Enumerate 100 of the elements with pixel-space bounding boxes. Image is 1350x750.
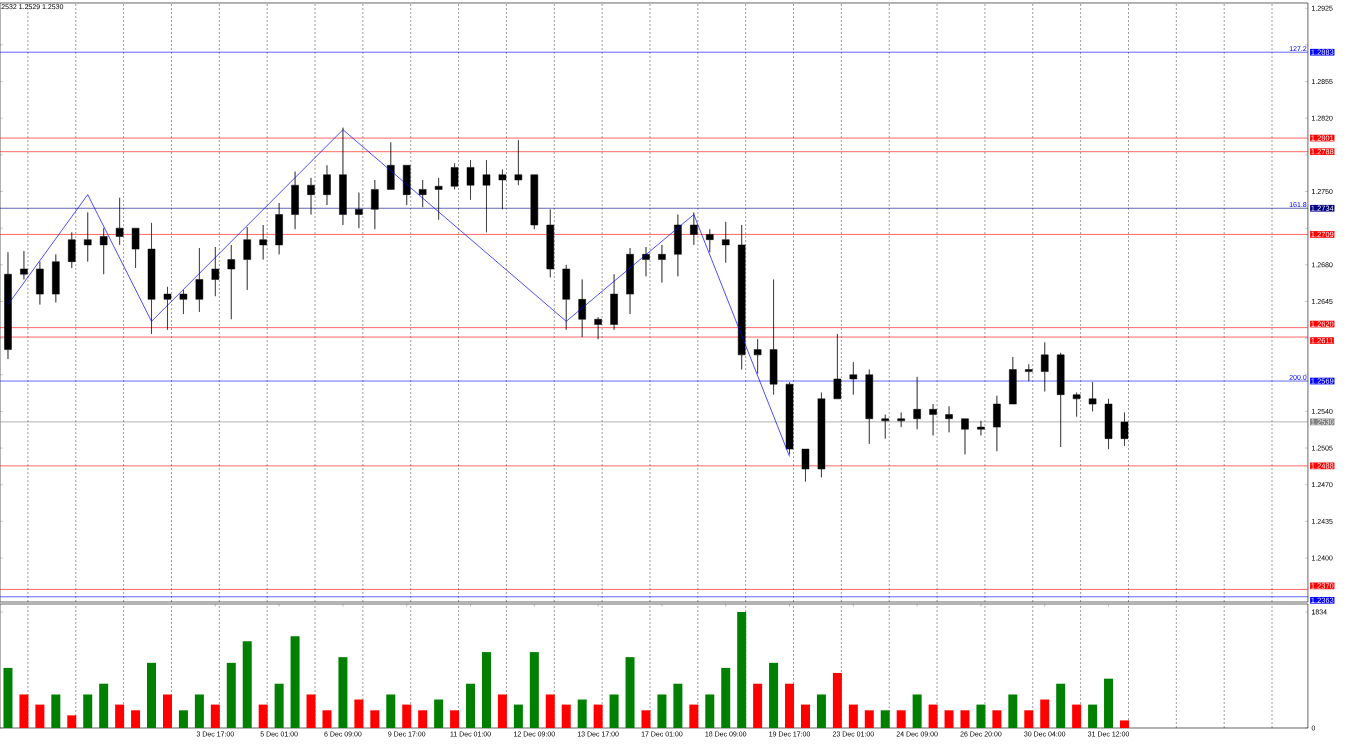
candlestick (769, 279, 778, 395)
candlestick (418, 179, 427, 208)
candlestick (466, 159, 475, 201)
candlestick (387, 142, 395, 190)
bar (1088, 704, 1098, 728)
bar (274, 683, 284, 728)
bar (545, 694, 555, 728)
candlestick (817, 392, 826, 478)
bar (721, 667, 731, 728)
bar (753, 683, 763, 728)
candlestick (626, 247, 634, 315)
candlestick (1088, 381, 1097, 412)
bar (178, 710, 188, 728)
candlestick (514, 139, 523, 186)
bar (1072, 704, 1082, 728)
candlestick (434, 177, 443, 221)
bar (561, 704, 571, 728)
bar (450, 710, 460, 728)
candlestick (52, 254, 60, 303)
candlestick (945, 405, 953, 433)
bar (800, 704, 810, 728)
candlestick (753, 338, 762, 374)
bar (1104, 678, 1114, 728)
candlestick (323, 165, 331, 206)
bar (625, 657, 635, 728)
bar (737, 611, 747, 728)
candlestick (371, 179, 379, 230)
candlestick (801, 448, 810, 482)
candlestick (993, 395, 1001, 452)
candlestick (690, 212, 698, 246)
candlestick (562, 264, 570, 330)
bar (162, 694, 172, 728)
candlestick (961, 418, 969, 455)
bar (896, 710, 906, 728)
bar (1040, 699, 1050, 728)
candlestick (578, 279, 586, 338)
bar (210, 704, 220, 728)
bar (513, 704, 523, 728)
candlestick (849, 361, 858, 395)
bar (322, 710, 332, 728)
bar (258, 704, 268, 728)
bar (529, 652, 539, 728)
bar (976, 704, 986, 728)
candlestick (865, 369, 874, 445)
candlestick (674, 214, 682, 277)
candlestick (1104, 398, 1113, 450)
bar (641, 710, 651, 728)
candlestick (4, 251, 12, 360)
candlestick (1009, 356, 1017, 405)
bar (705, 694, 715, 728)
candlestick (610, 273, 618, 330)
bar (147, 662, 157, 728)
candlestick (1040, 342, 1049, 392)
candlestick (913, 376, 921, 430)
bar (497, 694, 507, 728)
candlestick (1120, 412, 1129, 447)
candlestick (897, 412, 905, 428)
bar (466, 683, 476, 728)
bar (785, 683, 795, 728)
bar (3, 667, 13, 728)
candlestick (243, 226, 251, 291)
bar (577, 699, 587, 728)
candlestick (658, 244, 666, 283)
bar (864, 710, 874, 728)
bar (673, 683, 683, 728)
bar (51, 694, 61, 728)
bar (912, 694, 922, 728)
bar (242, 641, 252, 728)
candlestick (179, 289, 188, 315)
bar (1056, 683, 1066, 728)
bar (306, 694, 316, 728)
bar (657, 694, 667, 728)
bar (960, 710, 970, 728)
bar (370, 710, 380, 728)
bar (434, 699, 444, 728)
bar (354, 699, 364, 728)
bar (338, 657, 348, 728)
candlestick (147, 222, 156, 335)
bar (67, 715, 77, 728)
bar (992, 710, 1002, 728)
bar (35, 704, 45, 728)
bar (19, 694, 29, 728)
bar (1008, 694, 1018, 728)
candlestick (83, 212, 92, 262)
bar (1024, 710, 1034, 728)
bar (290, 636, 300, 728)
bar (418, 710, 428, 728)
bar (593, 704, 603, 728)
bar (816, 694, 826, 728)
candlestick (721, 221, 730, 263)
candlestick (227, 244, 236, 320)
bar (83, 694, 93, 728)
candlestick (99, 227, 108, 275)
bar (115, 704, 125, 728)
bar (226, 662, 236, 728)
candlestick (275, 202, 283, 255)
candlestick (195, 247, 204, 313)
candlestick (36, 261, 44, 305)
bar (928, 704, 938, 728)
bar (832, 672, 842, 728)
